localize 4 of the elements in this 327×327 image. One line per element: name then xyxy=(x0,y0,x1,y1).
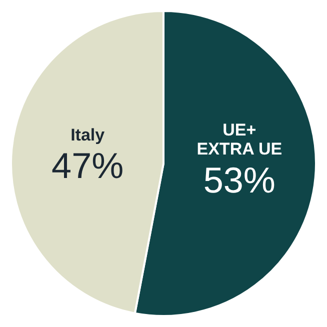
data-label: 47% xyxy=(52,145,124,186)
slice-label: Italy xyxy=(70,125,106,144)
slice-label: UE+ EXTRA UE xyxy=(196,120,282,159)
data-label: 53% xyxy=(203,160,276,201)
